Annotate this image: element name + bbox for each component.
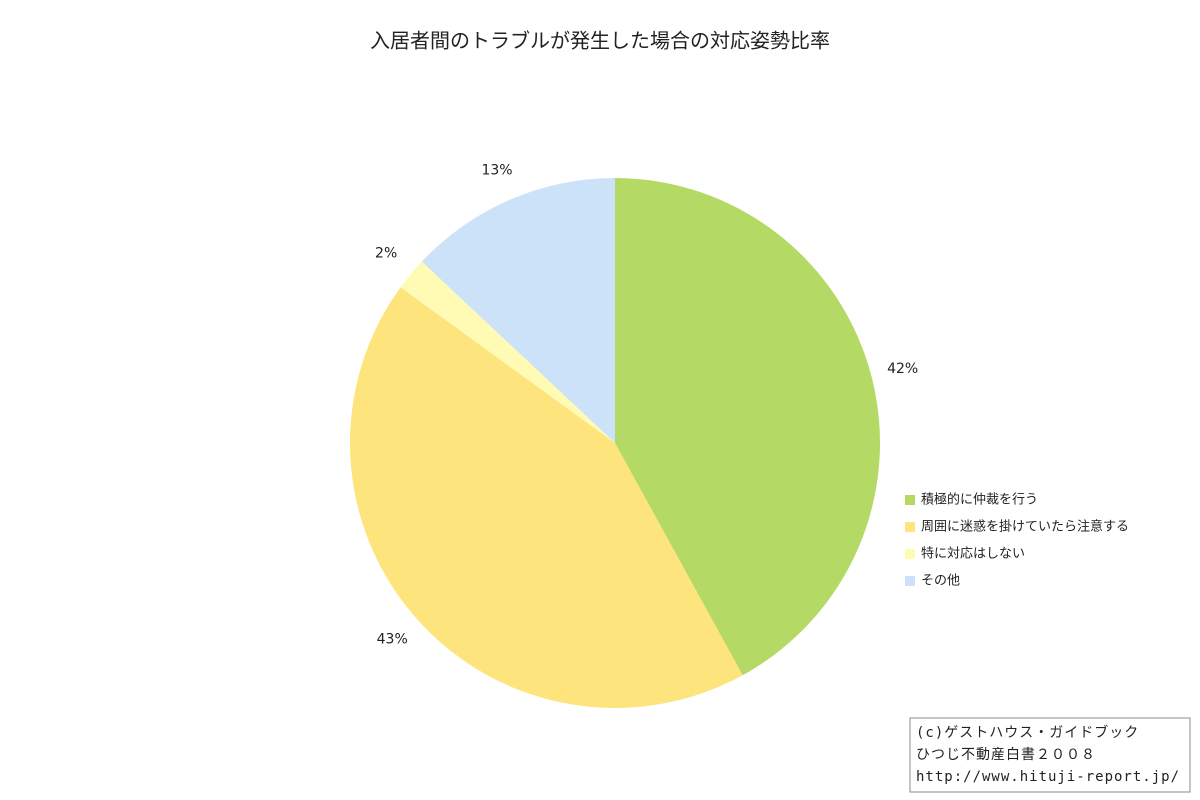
credit-line: http://www.hituji-report.jp/: [916, 769, 1180, 785]
pie-slice: [615, 178, 880, 676]
data-label: 42%: [887, 361, 918, 377]
pie-slice: [421, 178, 615, 443]
pie-slice: [400, 261, 615, 443]
legend-swatch: [905, 549, 915, 559]
legend-label: その他: [921, 574, 960, 589]
legend-label: 周囲に迷惑を掛けていたら注意する: [921, 519, 1129, 535]
legend-label: 積極的に仲裁を行う: [921, 492, 1038, 508]
legend-swatch: [905, 495, 915, 505]
pie-slice: [350, 287, 743, 708]
legend-swatch: [905, 576, 915, 586]
data-label: 13%: [481, 162, 512, 178]
legend-label: 特に対応はしない: [921, 547, 1025, 562]
credit-line: (c)ゲストハウス・ガイドブック: [916, 724, 1139, 741]
chart-title: 入居者間のトラブルが発生した場合の対応姿勢比率: [370, 29, 830, 53]
data-label: 43%: [377, 631, 408, 647]
legend-swatch: [905, 522, 915, 532]
credit-box: [909, 717, 1191, 793]
credit-line: ひつじ不動産白書２００８: [916, 747, 1096, 763]
data-label: 2%: [375, 246, 397, 262]
